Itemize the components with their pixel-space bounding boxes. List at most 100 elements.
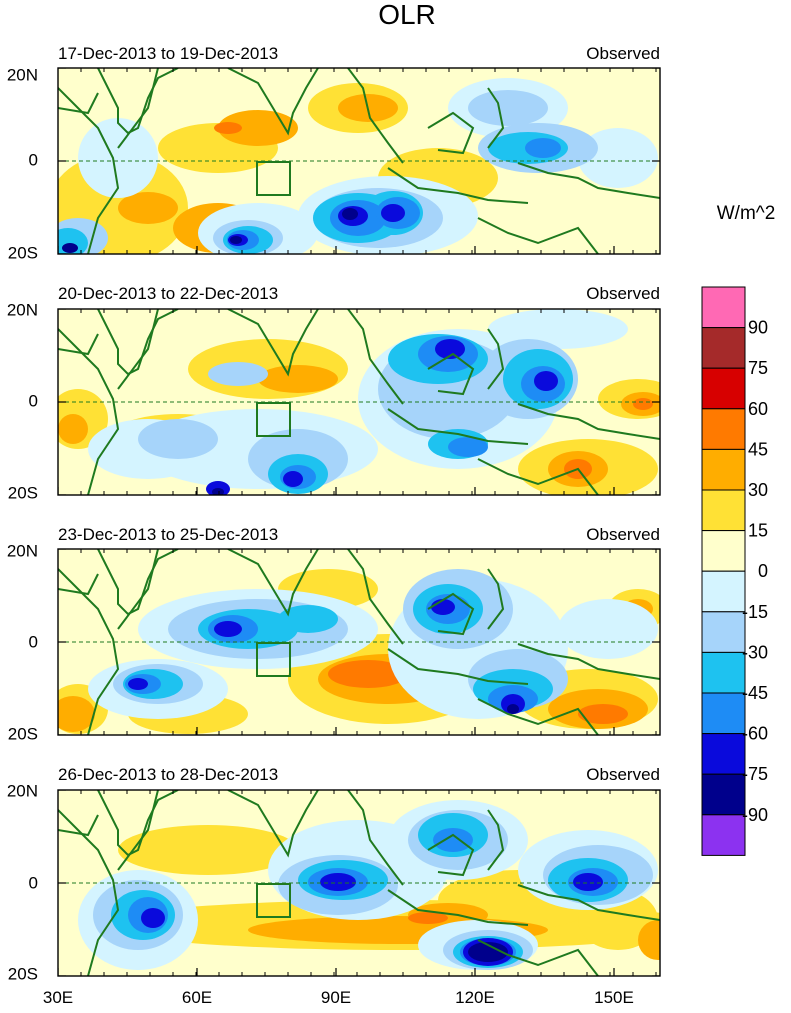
units-label: W/m^2 — [717, 203, 776, 224]
olr-anomaly-region — [558, 599, 658, 659]
coastline — [477, 217, 599, 254]
colorbar-label: 0 — [758, 561, 768, 581]
colorbar-swatch — [701, 651, 746, 694]
colorbar-swatch — [701, 773, 746, 816]
coastline — [58, 573, 99, 596]
olr-anomaly-region — [118, 825, 298, 875]
olr-anomaly-region — [118, 192, 178, 224]
coastline — [487, 87, 505, 149]
lat-label-20n: 20N — [7, 300, 38, 319]
lat-label-20n: 20N — [7, 781, 38, 800]
panel-1-label: Observed — [586, 44, 660, 63]
olr-anomaly-region — [328, 660, 408, 688]
coastline — [347, 790, 404, 886]
coastline — [427, 352, 475, 396]
colorbar-swatch — [701, 367, 746, 410]
olr-anomaly-region — [448, 437, 488, 457]
colorbar-label: 45 — [748, 439, 768, 459]
colorbar-swatch — [701, 327, 746, 369]
lon-labels: 30E 60E 90E 120E 150E — [43, 988, 634, 1007]
olr-anomaly-region — [214, 621, 242, 637]
lat-label-eq: 0 — [29, 391, 38, 410]
coastline — [58, 333, 99, 356]
lat-label-20n: 20N — [7, 65, 38, 84]
coastline — [347, 309, 404, 405]
colorbar-swatch — [701, 489, 746, 532]
olr-anomaly-region — [278, 605, 338, 633]
colorbar-swatch — [701, 611, 746, 653]
colorbar-swatch — [701, 692, 746, 735]
panel-2-frame — [57, 308, 661, 496]
panel-1: 17-Dec-2013 to 19-Dec-2013 Observed — [57, 44, 661, 255]
panel-3-map — [58, 549, 660, 735]
panel-4-period: 26-Dec-2013 to 28-Dec-2013 — [58, 765, 278, 784]
coastline — [517, 643, 660, 680]
colorbar-label: -75 — [742, 764, 768, 784]
panel-2-period: 20-Dec-2013 to 22-Dec-2013 — [58, 284, 278, 303]
lat-labels-4: 20N 0 20S — [7, 781, 38, 983]
olr-anomaly-region — [208, 362, 268, 386]
coastline — [58, 809, 120, 976]
lon-label-120e: 120E — [455, 988, 495, 1007]
olr-anomaly-region — [230, 236, 242, 244]
coastline — [387, 167, 529, 204]
olr-anomaly-region — [320, 873, 356, 891]
lon-label-150e: 150E — [594, 988, 634, 1007]
olr-anomaly-region — [218, 110, 298, 146]
coastline — [58, 87, 120, 254]
coastline — [517, 403, 660, 440]
lon-label-60e: 60E — [182, 988, 212, 1007]
olr-anomaly-region — [141, 908, 165, 928]
coastline — [58, 568, 120, 735]
panel-1-frame — [57, 67, 661, 255]
lon-label-90e: 90E — [321, 988, 351, 1007]
olr-anomaly-region — [525, 138, 561, 158]
panel-3-period: 23-Dec-2013 to 25-Dec-2013 — [58, 525, 278, 544]
coastline — [427, 833, 475, 877]
olr-anomaly-region — [212, 488, 224, 495]
panel-2: 20-Dec-2013 to 22-Dec-2013 Observed — [57, 284, 661, 496]
olr-anomaly-region — [468, 90, 548, 126]
olr-anomaly-region — [435, 339, 465, 359]
panel-3-label: Observed — [586, 525, 660, 544]
panel-1-map — [58, 68, 660, 254]
coastline — [58, 814, 99, 837]
coastline — [487, 568, 505, 630]
olr-anomaly-region — [381, 204, 405, 222]
olr-anomaly-region — [488, 309, 628, 349]
colorbar-swatch — [701, 408, 746, 450]
panel-1-period: 17-Dec-2013 to 19-Dec-2013 — [58, 44, 278, 63]
coastline — [517, 884, 660, 921]
colorbar-label: 30 — [748, 480, 768, 500]
lat-label-eq: 0 — [29, 873, 38, 892]
colorbar-label: -30 — [742, 642, 768, 662]
reference-box — [256, 642, 291, 677]
panel-4-frame — [57, 789, 661, 977]
reference-box — [256, 883, 291, 918]
coastline — [477, 939, 599, 976]
coastline — [387, 648, 529, 685]
lat-label-20s: 20S — [8, 243, 38, 262]
coastline — [487, 328, 505, 390]
olr-anomaly-region — [431, 599, 455, 615]
coastline — [58, 328, 120, 495]
olr-anomaly-region — [578, 128, 658, 188]
coastline — [347, 549, 404, 645]
colorbar-swatch — [701, 286, 746, 329]
lat-label-20s: 20S — [8, 483, 38, 502]
coastline — [117, 309, 159, 390]
panel-3-frame — [57, 548, 661, 736]
olr-anomaly-region — [58, 696, 95, 732]
coastline — [117, 68, 159, 149]
coastline — [387, 408, 529, 445]
coastline — [477, 698, 599, 735]
lat-labels-1: 20N 0 20S — [7, 65, 38, 262]
olr-anomaly-region — [507, 704, 519, 714]
coastline — [227, 549, 319, 617]
panel-4-label: Observed — [586, 765, 660, 784]
lat-label-eq: 0 — [29, 150, 38, 169]
olr-anomaly-region — [468, 942, 508, 962]
olr-anomaly-region — [578, 704, 628, 724]
colorbar-label: -15 — [742, 602, 768, 622]
panel-4: 26-Dec-2013 to 28-Dec-2013 Observed — [57, 765, 661, 977]
